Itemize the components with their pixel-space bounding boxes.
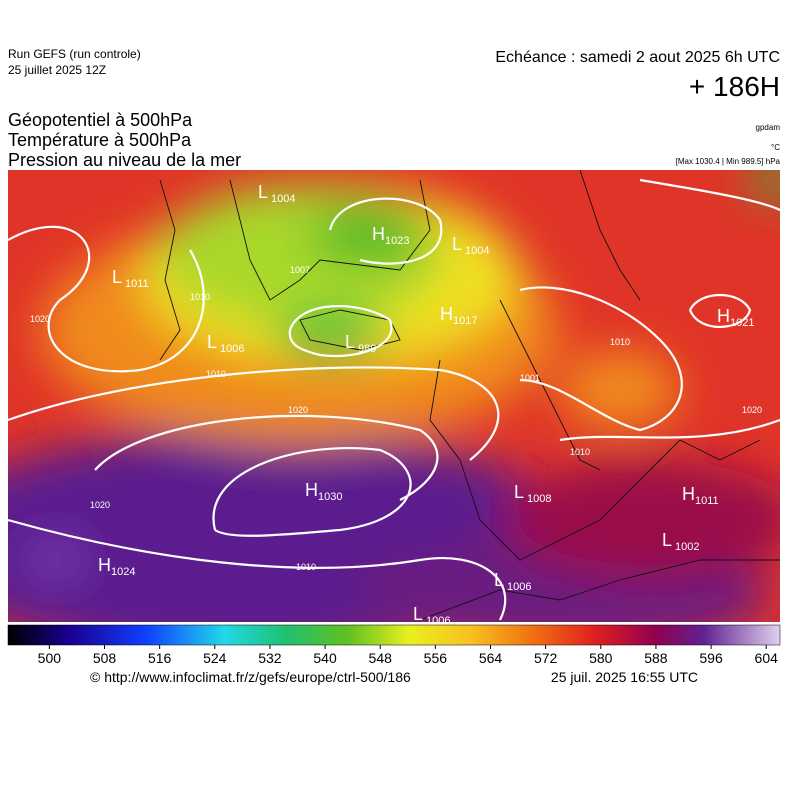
valid-time: Echéance : samedi 2 aout 2025 6h UTC [495,49,780,66]
center-letter: L [258,182,268,202]
isobar-label: 1020 [742,405,762,415]
isobar-label: 1010 [610,337,630,347]
center-letter: L [514,482,524,502]
center-letter: H [682,484,695,504]
center-letter: H [440,304,453,324]
center-pressure: 1002 [675,541,699,553]
colorbar-tick-label: 564 [479,650,503,666]
isobar-label: 1007 [290,265,310,275]
center-pressure: 989 [358,343,376,355]
center-pressure: 1011 [125,278,149,290]
field-title: Pression au niveau de la mer [8,150,241,170]
colorbar-tick-label: 588 [644,650,668,666]
source-credit: © http://www.infoclimat.fr/z/gefs/europe… [90,669,411,685]
center-letter: H [717,306,730,326]
center-letter: L [112,267,122,287]
field-title: Température à 500hPa [8,130,192,150]
center-pressure: 1011 [695,495,719,507]
timestamp: 25 juil. 2025 16:55 UTC [551,669,698,685]
center-letter: L [494,570,504,590]
center-letter: H [305,480,318,500]
run-label: Run GEFS (run controle) [8,47,141,61]
colorbar-tick-label: 524 [203,650,227,666]
colorbar-tick-label: 556 [424,650,448,666]
isobar-label: 1010 [296,562,316,572]
center-letter: L [207,332,217,352]
isobar-label: 1010 [190,292,210,302]
center-letter: L [413,604,423,624]
colorbar-tick-label: 500 [38,650,62,666]
isobar-label: 1010 [570,447,590,457]
center-letter: H [98,555,111,575]
lead-time: + 186H [689,71,780,102]
unit-label: °C [771,143,780,152]
colorbar-tick-label: 532 [258,650,282,666]
colorbar-tick-label: 540 [313,650,337,666]
colorbar-tick-label: 604 [755,650,779,666]
center-pressure: 1006 [507,581,531,593]
center-letter: L [662,530,672,550]
center-pressure: 1024 [111,566,135,578]
isobar-label: 1020 [30,314,50,324]
field-title: Géopotentiel à 500hPa [8,110,193,130]
unit-label: [Max 1030.4 | Min 989.5] hPa [676,157,781,166]
center-letter: H [372,224,385,244]
center-letter: L [452,234,462,254]
center-pressure: 1006 [426,615,450,627]
isobar-label: 1020 [90,500,110,510]
center-pressure: 1004 [465,245,489,257]
center-pressure: 1008 [527,493,551,505]
isobar-labels: 1020 1010 1007 1010 1010 1020 1020 1020 1010 1010… [30,265,762,572]
colorbar-tick-label: 580 [589,650,613,666]
center-letter: L [345,332,355,352]
center-pressure: 1021 [730,317,754,329]
colorbar [7,624,781,646]
colorbar-tick-label: 516 [148,650,172,666]
center-pressure: 1023 [385,235,409,247]
colorbar-tick-label: 548 [369,650,393,666]
isobar-label: 1001 [520,373,540,383]
center-pressure: 1006 [220,343,244,355]
colorbar-tick-label: 572 [534,650,558,666]
isobar-label: 1010 [206,369,226,379]
center-pressure: 1030 [318,491,342,503]
center-pressure: 1017 [453,315,477,327]
map-field [8,170,780,622]
colorbar-tick-label: 508 [93,650,117,666]
isobar-label: 1020 [288,405,308,415]
colorbar-ticks: 500 508 516 524 532 540 548 556 564 572 580 588 596 6… [38,645,778,666]
unit-label: gpdam [756,123,781,132]
colorbar-tick-label: 596 [699,650,723,666]
center-pressure: 1004 [271,193,295,205]
run-date: 25 juillet 2025 12Z [8,63,106,77]
